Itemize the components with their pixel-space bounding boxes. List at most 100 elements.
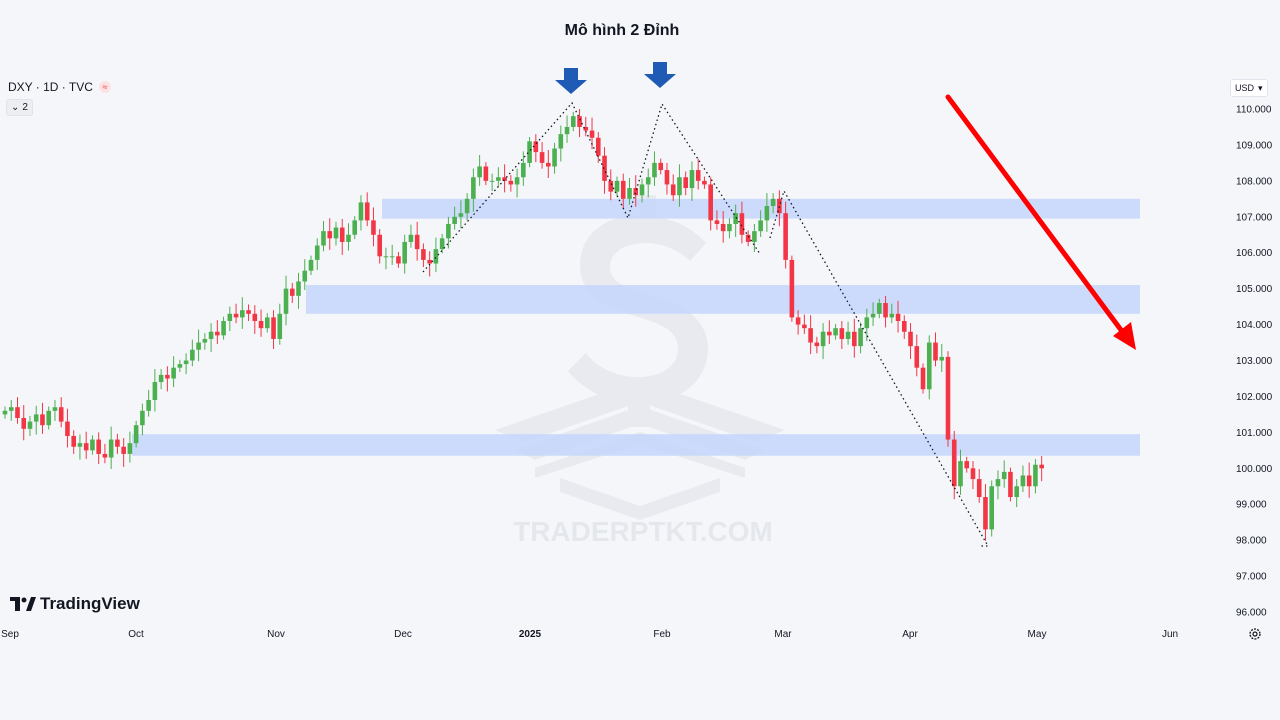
candle-body [783, 213, 788, 260]
candle-body [408, 234, 414, 242]
x-tick-label: Nov [267, 629, 285, 640]
y-tick-label: 96.000 [1236, 608, 1267, 619]
candle-body [1033, 464, 1038, 487]
candle-body [883, 303, 888, 318]
candle-body [33, 414, 39, 422]
candle-body [683, 177, 689, 189]
candle-body [208, 331, 214, 339]
x-tick-label: Apr [902, 629, 918, 640]
candle-body [901, 320, 907, 332]
y-tick-label: 108.000 [1236, 176, 1273, 187]
indicator-count: 2 [22, 102, 28, 113]
candle-body [777, 198, 782, 214]
candle-body [789, 259, 795, 318]
candle-body [127, 443, 133, 454]
candle-body [964, 461, 970, 469]
candle-body [364, 202, 370, 221]
y-tick-label: 101.000 [1236, 428, 1273, 439]
candle-body [951, 439, 957, 487]
candle-body [708, 184, 713, 221]
x-tick-label: Mar [774, 629, 792, 640]
indicators-toggle-button[interactable]: ⌄ 2 [6, 99, 33, 116]
candle-body [627, 188, 632, 199]
symbol-label: DXY · 1D · TVC [8, 80, 93, 94]
candle-body [115, 439, 120, 447]
tradingview-logo[interactable]: TradingView [10, 594, 140, 614]
candle-body [1026, 475, 1032, 487]
candle-body [570, 116, 576, 127]
candle-body [614, 180, 620, 192]
candle-body [439, 238, 445, 250]
candle-body [1014, 486, 1019, 498]
candle-body [83, 443, 89, 451]
candle-body [689, 170, 695, 189]
chart-title: Mô hình 2 Đỉnh [564, 22, 680, 39]
candle-body [633, 188, 639, 196]
candle-body [302, 270, 308, 282]
peak-arrow-icon [555, 68, 587, 94]
tradingview-logo-icon [10, 597, 36, 611]
candle-body [177, 364, 183, 368]
y-tick-label: 100.000 [1236, 464, 1273, 475]
candle-body [502, 177, 507, 181]
candle-body [620, 180, 626, 199]
candle-body [190, 349, 195, 361]
y-tick-label: 105.000 [1236, 284, 1273, 295]
y-tick-label: 106.000 [1236, 248, 1273, 259]
candle-body [339, 227, 345, 242]
candle-body [346, 234, 351, 242]
gear-icon[interactable] [1247, 626, 1263, 642]
candle-body [976, 479, 982, 498]
candle-body [90, 439, 95, 451]
candle-body [333, 227, 339, 239]
candle-body [96, 439, 101, 454]
chevron-down-icon: ⌄ [11, 102, 20, 113]
candle-body [870, 313, 876, 318]
candle-body [358, 202, 364, 221]
currency-selector[interactable]: USD ▾ [1230, 79, 1268, 97]
candle-body [670, 184, 676, 196]
candle-body [402, 241, 407, 264]
candle-body [639, 184, 645, 196]
candle-body [258, 320, 264, 329]
candle-body [427, 259, 432, 264]
candle-body [989, 486, 995, 530]
candle-body [277, 313, 283, 339]
candle-body [327, 231, 333, 239]
candle-body [102, 453, 108, 458]
candle-body [496, 177, 501, 181]
candle-body [452, 216, 457, 224]
candle-body [864, 317, 870, 329]
market-status-icon[interactable]: ≈ [98, 81, 111, 93]
candle-body [2, 410, 8, 415]
candle-body [833, 328, 838, 336]
candle-body [15, 407, 20, 418]
symbol-legend[interactable]: DXY · 1D · TVC ≈ [8, 80, 111, 94]
x-tick-label: Jun [1162, 629, 1178, 640]
candle-body [720, 223, 726, 232]
candle-body [1001, 471, 1007, 480]
candle-body [839, 328, 845, 339]
candle-body [583, 126, 589, 131]
x-tick-label: Feb [653, 629, 671, 640]
y-tick-label: 110.000 [1236, 105, 1272, 116]
candle-body [602, 155, 607, 181]
candle-body [652, 162, 657, 178]
candle-body [802, 324, 807, 329]
candle-body [221, 320, 226, 336]
candle-body [845, 331, 851, 339]
x-tick-label: Dec [394, 629, 412, 640]
candle-body [758, 220, 763, 232]
candle-body [827, 331, 832, 336]
candle-body [389, 256, 395, 258]
candle-body [158, 374, 164, 383]
candle-body [764, 206, 770, 221]
candle-body [314, 245, 320, 260]
candle-body [664, 170, 670, 185]
candle-body [252, 313, 258, 321]
candle-body [1039, 464, 1044, 469]
candle-body [983, 497, 988, 530]
candle-body [215, 331, 220, 336]
candle-body [546, 162, 551, 167]
